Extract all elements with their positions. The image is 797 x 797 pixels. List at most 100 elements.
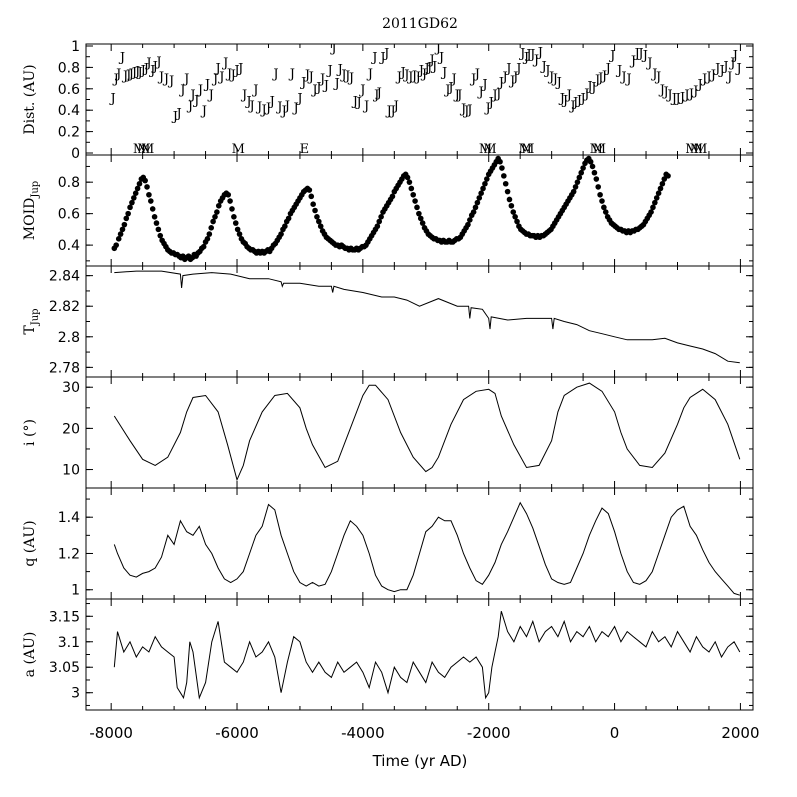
data-point xyxy=(404,174,411,181)
data-point-label: J xyxy=(543,64,550,79)
data-point-label: J xyxy=(248,99,255,114)
data-point xyxy=(602,209,609,215)
data-point-label: J xyxy=(351,95,358,110)
data-point xyxy=(374,223,381,230)
data-point-label: J xyxy=(629,54,636,69)
data-point-label: J xyxy=(268,95,275,110)
data-point xyxy=(378,213,384,220)
data-point-label: J xyxy=(186,99,193,114)
data-point-label: J xyxy=(157,70,164,85)
data-point xyxy=(408,185,415,192)
event-label: M xyxy=(593,142,606,157)
data-point-label: J xyxy=(483,101,490,116)
event-label: M xyxy=(590,142,603,157)
data-point xyxy=(229,206,235,212)
y-tick-label: 0.4 xyxy=(58,238,80,254)
data-point xyxy=(131,195,137,201)
data-point-label: J xyxy=(437,51,444,66)
panel-data-moid xyxy=(111,155,671,263)
data-point xyxy=(465,221,471,228)
data-point-label: J xyxy=(446,81,453,96)
data-point xyxy=(593,176,600,182)
data-point-label: J xyxy=(568,99,575,114)
data-point xyxy=(146,191,152,198)
event-label: M xyxy=(483,142,496,157)
data-point-label: J xyxy=(555,75,562,90)
data-point-label: J xyxy=(130,66,137,81)
data-point xyxy=(597,191,603,198)
data-point-label: J xyxy=(494,87,501,102)
data-point xyxy=(225,191,232,198)
data-point-label: J xyxy=(589,81,596,96)
y-tick-label: 3.1 xyxy=(58,635,80,651)
event-label: E xyxy=(300,142,310,157)
data-point-label: J xyxy=(136,66,143,81)
data-point-label: J xyxy=(207,88,214,103)
data-point-label: J xyxy=(480,77,487,92)
y-axis-label: i (°) xyxy=(22,419,38,446)
data-point xyxy=(227,198,233,204)
event-label: M xyxy=(137,142,150,157)
y-tick-label: 1 xyxy=(71,39,80,55)
data-point-label: J xyxy=(406,70,413,85)
chart-title: 2011GD62 xyxy=(382,16,458,32)
data-point xyxy=(480,185,486,192)
data-point-label: J xyxy=(378,51,385,66)
panel-data-q xyxy=(113,501,740,596)
data-point xyxy=(419,220,426,226)
data-point-label: J xyxy=(162,72,169,87)
y-axis-label: TJup xyxy=(22,308,41,334)
data-point xyxy=(482,180,488,187)
panel-frame xyxy=(85,598,754,711)
data-point-label: J xyxy=(392,99,399,114)
data-point-label: J xyxy=(299,75,306,90)
data-point-label: J xyxy=(225,67,232,82)
data-point-label: J xyxy=(188,88,195,103)
y-tick-label: 0.6 xyxy=(58,82,80,98)
data-point-label: J xyxy=(358,83,365,98)
y-axis-label: a (AU) xyxy=(22,632,38,678)
data-point-label: J xyxy=(547,70,554,85)
data-point xyxy=(416,210,422,217)
data-point-label: J xyxy=(283,99,290,114)
data-point-label: J xyxy=(121,69,128,84)
data-point-label: J xyxy=(372,88,379,103)
data-point-label: J xyxy=(322,79,329,94)
data-point xyxy=(572,184,579,190)
data-point-label: J xyxy=(650,67,657,82)
data-point-label: J xyxy=(665,88,672,103)
data-point-label: J xyxy=(214,61,221,76)
data-point-label: J xyxy=(402,68,409,83)
data-point xyxy=(657,185,664,192)
data-point-label: J xyxy=(624,72,631,87)
data-point xyxy=(200,243,207,250)
data-point xyxy=(665,173,671,179)
data-point xyxy=(306,187,313,193)
data-point-label: J xyxy=(600,69,607,84)
data-point xyxy=(132,190,139,196)
x-tick-label: -6000 xyxy=(215,724,259,742)
data-point-label: J xyxy=(593,73,600,88)
y-tick-label: 3.05 xyxy=(49,660,80,676)
y-tick-label: 30 xyxy=(62,380,80,396)
data-point-label: J xyxy=(310,83,317,98)
data-point xyxy=(574,179,581,185)
data-point xyxy=(576,174,583,181)
data-point xyxy=(151,213,158,220)
data-point xyxy=(231,213,237,220)
data-point xyxy=(310,201,316,208)
data-point-label: J xyxy=(336,62,343,77)
data-point xyxy=(659,180,666,187)
data-point xyxy=(501,173,507,179)
data-point-label: J xyxy=(288,67,295,82)
data-point xyxy=(127,204,133,211)
data-point xyxy=(314,213,320,220)
y-tick-label: 0.4 xyxy=(58,103,80,119)
series-line-q xyxy=(113,501,740,596)
data-point xyxy=(149,206,156,212)
data-point xyxy=(652,199,658,206)
data-point-label: J xyxy=(347,71,354,86)
data-point xyxy=(578,169,585,176)
event-label: M xyxy=(694,142,707,157)
